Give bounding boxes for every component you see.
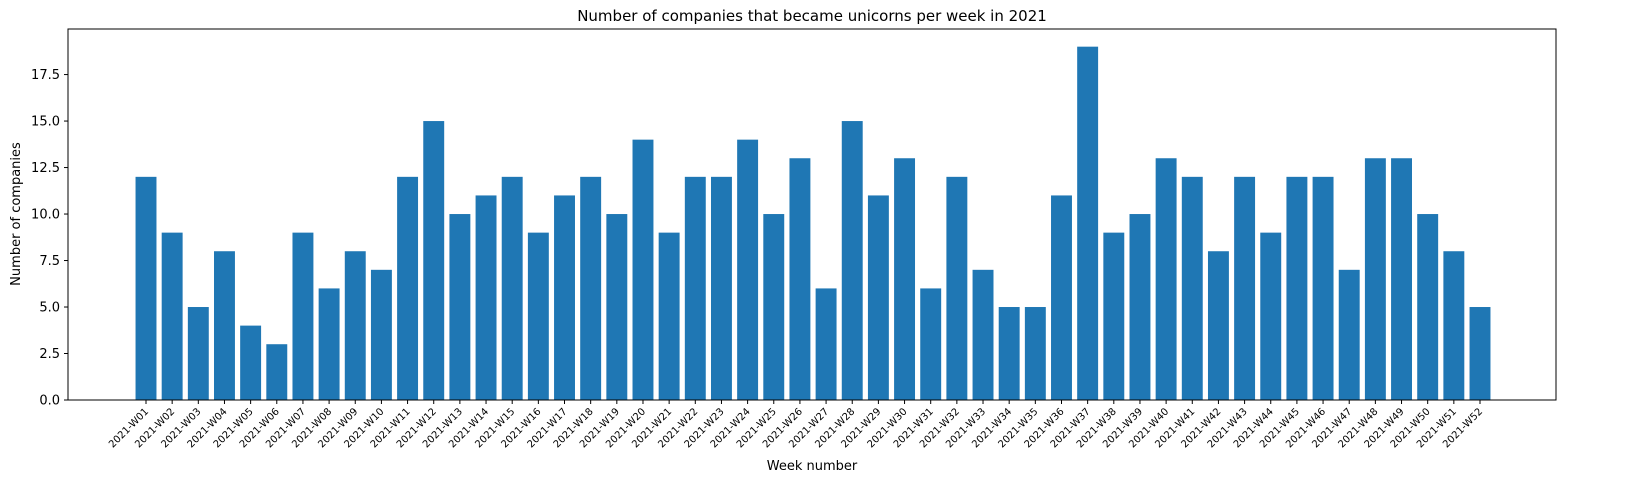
bar-2021-W05 (240, 325, 262, 400)
bar-2021-W17 (554, 195, 575, 400)
bar-2021-W30 (894, 158, 916, 400)
bar-2021-W21 (658, 232, 680, 400)
bar-2021-W48 (1364, 158, 1386, 400)
bar-2021-W06 (266, 344, 288, 400)
bar-2021-W24 (737, 139, 759, 400)
bar-2021-W35 (1024, 307, 1046, 400)
bar-2021-W20 (632, 139, 654, 400)
bar-2021-W34 (998, 307, 1020, 400)
bar-2021-W49 (1391, 158, 1412, 400)
x-axis-label: Week number (767, 459, 858, 474)
bar-2021-W25 (763, 214, 785, 400)
bar-2021-W36 (1051, 195, 1072, 400)
bar-2021-W33 (972, 269, 994, 400)
plot-frame (67, 28, 1557, 401)
bar-2021-W46 (1312, 176, 1334, 400)
y-axis: 0.0 2.5 5.0 7.5 10.0 12.5 15.0 17.5 (31, 68, 68, 409)
bar-2021-W22 (684, 176, 706, 400)
bar-2021-W18 (580, 176, 602, 400)
y-axis-label: Number of companies (9, 142, 24, 286)
bar-2021-W43 (1234, 176, 1256, 400)
bar-2021-W02 (161, 232, 183, 400)
y-tick-label: 7.5 (39, 254, 60, 269)
chart-title: Number of companies that became unicorns… (577, 7, 1047, 25)
bar-2021-W32 (946, 176, 968, 400)
bar-2021-W37 (1077, 46, 1099, 401)
y-tick-label: 10.0 (31, 208, 60, 223)
bar-2021-W11 (397, 176, 419, 400)
y-tick-label: 0.0 (39, 394, 60, 409)
bar-2021-W14 (475, 195, 497, 400)
bar-2021-W10 (370, 269, 392, 400)
bar-2021-W28 (841, 121, 863, 401)
bar-2021-W27 (815, 288, 837, 400)
bar-2021-W08 (318, 288, 340, 400)
bar-2021-W16 (527, 232, 549, 400)
bar-2021-W26 (789, 158, 811, 400)
y-tick-label: 5.0 (39, 301, 60, 316)
bar-2021-W50 (1417, 214, 1439, 400)
bar-2021-W07 (292, 232, 314, 400)
y-tick-label: 15.0 (31, 115, 60, 130)
bar-2021-W42 (1207, 251, 1229, 400)
bar-2021-W47 (1338, 269, 1360, 400)
bars-group (135, 46, 1491, 401)
y-tick-label: 12.5 (31, 161, 60, 176)
bar-2021-W15 (501, 176, 523, 400)
bar-2021-W09 (344, 251, 366, 400)
bar-2021-W29 (867, 195, 889, 400)
bar-2021-W44 (1260, 232, 1282, 400)
bar-2021-W19 (606, 214, 628, 400)
bar-2021-W40 (1155, 158, 1177, 400)
bar-2021-W13 (449, 214, 471, 400)
bar-2021-W41 (1181, 176, 1203, 400)
bar-2021-W03 (187, 307, 209, 400)
bar-2021-W31 (920, 288, 942, 400)
bar-2021-W52 (1469, 307, 1491, 400)
bar-2021-W23 (710, 176, 732, 400)
bar-2021-W38 (1103, 232, 1125, 400)
bar-2021-W01 (135, 176, 157, 400)
y-tick-label: 2.5 (39, 347, 60, 362)
bar-2021-W04 (214, 251, 235, 400)
bar-2021-W39 (1129, 214, 1151, 400)
bar-2021-W45 (1286, 176, 1308, 400)
bar-2021-W51 (1443, 251, 1465, 400)
y-tick-label: 17.5 (31, 68, 60, 83)
bar-2021-W12 (423, 121, 445, 401)
